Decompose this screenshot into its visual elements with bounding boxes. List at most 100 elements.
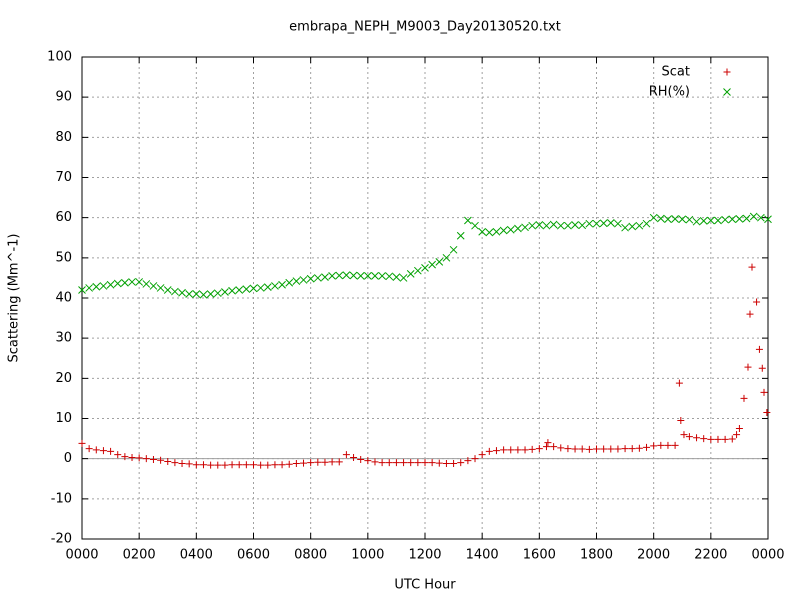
point [385,459,393,467]
point [292,459,300,467]
point [192,461,200,469]
point [521,446,529,454]
point [328,272,336,280]
legend-marker [723,68,731,76]
point [321,458,329,466]
point [571,445,579,453]
point [414,459,422,467]
point [449,245,458,254]
point [621,223,629,232]
point [585,219,594,228]
point [628,445,636,453]
point [664,441,672,449]
point [442,459,450,467]
point [700,435,708,443]
point [242,461,250,469]
y-tick-label: 20 [55,371,72,386]
point [685,433,693,441]
point [163,286,172,294]
point [748,263,756,271]
point [593,445,600,453]
point [763,408,771,416]
point [435,257,444,266]
y-tick-label: 80 [55,130,72,145]
point [564,445,572,453]
point [521,223,529,232]
point [571,221,579,229]
y-tick-label: -20 [51,532,72,547]
point [306,274,315,283]
point [707,435,715,443]
point [92,446,100,454]
point [307,459,315,467]
point [757,213,765,222]
point [235,461,243,469]
point [185,290,194,298]
point [114,451,122,459]
point [753,298,761,306]
point [314,458,322,466]
point [164,457,172,465]
point [671,215,679,223]
x-tick-label: 1800 [580,548,613,563]
point [385,272,394,281]
point [478,451,486,459]
point [350,453,358,461]
point [221,288,229,296]
chart-title: embrapa_NEPH_M9003_Day20130520.txt [289,20,561,35]
point [363,272,372,280]
point [500,446,508,454]
point [214,461,222,469]
point [599,219,608,228]
point [714,216,722,225]
point [685,215,694,224]
point [414,266,422,275]
point [464,457,472,465]
point [528,221,537,230]
point [257,461,265,469]
point [285,278,294,287]
point [643,443,651,451]
point [371,272,379,280]
point [157,456,165,464]
point [171,459,179,467]
point [680,431,688,439]
point [478,227,487,236]
point [758,364,766,372]
point [185,460,193,468]
point [156,284,165,292]
x-tick-label: 0600 [237,548,270,563]
point [271,461,279,469]
point [357,455,365,463]
point [392,459,400,467]
point [542,443,550,451]
point [506,225,515,234]
point [628,222,637,231]
point [278,461,286,469]
point [178,288,186,297]
point [692,217,701,226]
point [706,216,715,225]
point [149,455,157,463]
point [733,431,741,439]
point [514,224,522,233]
point [742,214,751,223]
point [456,231,465,240]
point [635,444,643,452]
x-tick-label: 0200 [123,548,156,563]
point [657,441,665,449]
point [744,363,752,371]
x-tick-label: 0400 [180,548,213,563]
y-tick-label: 50 [55,250,72,265]
point [128,278,136,286]
x-tick-label: 2200 [694,548,727,563]
point [642,219,651,228]
point [192,290,201,298]
point [528,445,536,453]
point [735,425,743,433]
point [263,283,272,292]
point [735,215,744,223]
point [92,282,101,291]
